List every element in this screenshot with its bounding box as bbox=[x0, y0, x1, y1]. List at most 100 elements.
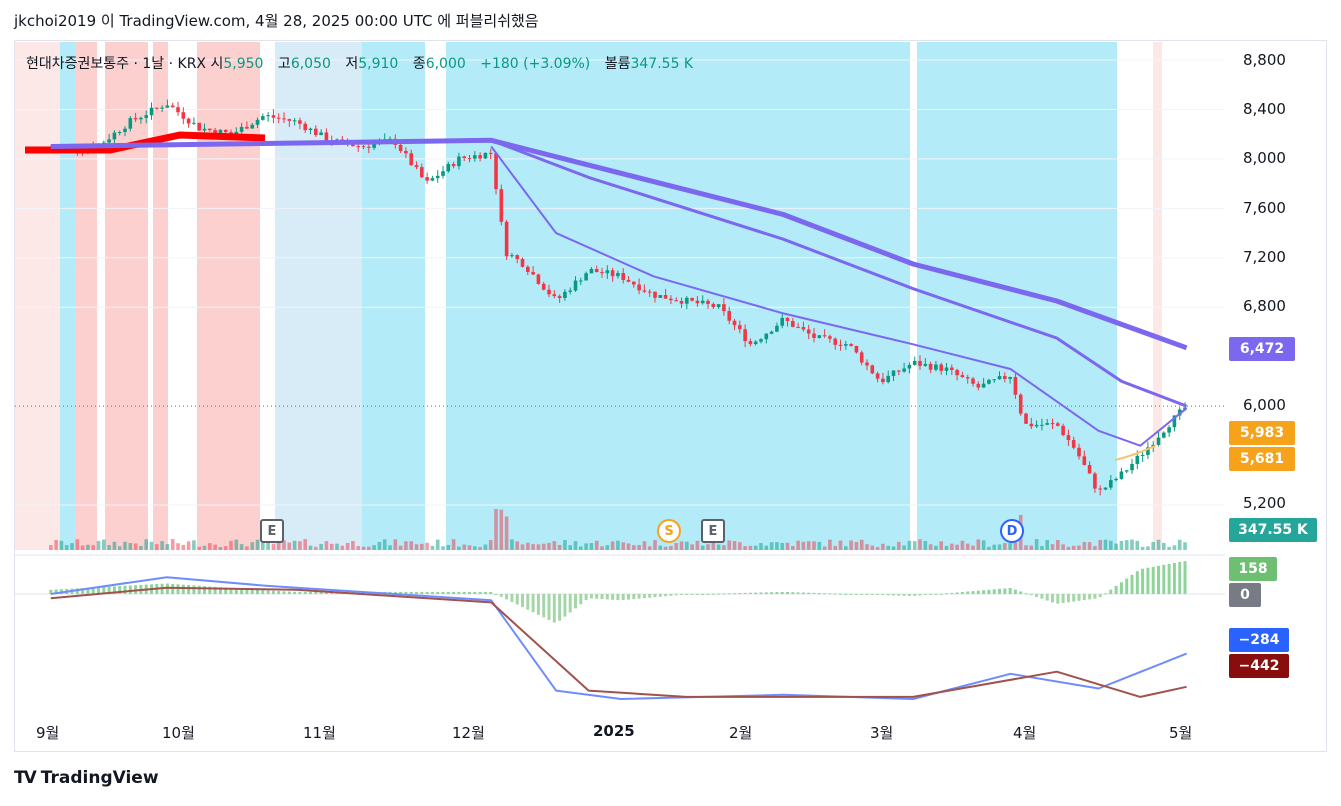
candle-body bbox=[997, 376, 1002, 380]
macd-histogram-bar bbox=[955, 592, 959, 594]
volume-bar bbox=[1140, 546, 1145, 550]
volume-bar bbox=[1045, 539, 1050, 550]
macd-histogram-bar bbox=[81, 588, 85, 594]
candle-body bbox=[139, 117, 143, 120]
volume-bar bbox=[515, 541, 520, 550]
macd-histogram-bar bbox=[642, 594, 646, 599]
macd-histogram-bar bbox=[314, 591, 318, 594]
volume-bar bbox=[722, 545, 726, 550]
candle-body bbox=[1156, 437, 1161, 445]
volume-bar bbox=[716, 544, 721, 550]
background-zone bbox=[917, 42, 1117, 550]
candle-body bbox=[875, 373, 880, 379]
candle-body bbox=[817, 335, 822, 338]
volume-bar bbox=[1135, 540, 1140, 550]
ma-short-price-tag-a: 5,983 bbox=[1229, 421, 1295, 445]
macd-histogram-bar bbox=[674, 594, 678, 596]
macd-histogram-bar bbox=[913, 594, 917, 596]
macd-histogram-bar bbox=[499, 594, 503, 597]
volume-bar bbox=[117, 546, 122, 550]
candle-body bbox=[250, 124, 255, 129]
volume-bar bbox=[541, 543, 546, 550]
dividend-event-marker[interactable]: D bbox=[1000, 519, 1024, 543]
candle-body bbox=[441, 171, 445, 176]
macd-histogram-bar bbox=[1146, 567, 1150, 594]
macd-histogram-bar bbox=[1125, 578, 1129, 594]
macd-histogram-bar bbox=[998, 588, 1002, 594]
macd-histogram-bar bbox=[897, 594, 901, 596]
volume-bar bbox=[674, 543, 679, 550]
macd-histogram-bar bbox=[1172, 562, 1176, 594]
macd-line-tag: −284 bbox=[1229, 628, 1289, 652]
candle-body bbox=[563, 291, 567, 298]
volume-bar bbox=[483, 544, 488, 550]
volume-bar bbox=[435, 539, 440, 550]
volume-bar bbox=[875, 546, 880, 550]
macd-histogram-bar bbox=[796, 592, 800, 594]
candle-body bbox=[223, 129, 228, 133]
volume-bar bbox=[86, 544, 90, 550]
chart-frame bbox=[14, 40, 1327, 752]
split-event-marker[interactable]: S bbox=[657, 519, 681, 543]
volume-bar bbox=[192, 540, 196, 550]
candle-body bbox=[170, 105, 175, 108]
macd-histogram-bar bbox=[823, 593, 827, 595]
candle-body bbox=[1077, 447, 1081, 457]
volume-bar bbox=[425, 542, 429, 550]
volume-bar bbox=[446, 545, 451, 550]
candle-body bbox=[488, 152, 493, 154]
ma-short-price-tag-b: 5,681 bbox=[1229, 447, 1295, 471]
tradingview-brand[interactable]: TV TradingView bbox=[14, 768, 159, 788]
macd-histogram-bar bbox=[669, 594, 673, 596]
macd-histogram-bar bbox=[1151, 566, 1155, 594]
macd-histogram-bar bbox=[1119, 582, 1123, 594]
candle-body bbox=[467, 158, 472, 160]
volume-bar bbox=[1087, 542, 1092, 550]
volume-price-tag: 347.55 K bbox=[1229, 518, 1317, 542]
volume-bar bbox=[80, 545, 85, 550]
background-zone bbox=[153, 42, 168, 550]
symbol-name[interactable]: 현대차증권보통주 · 1날 · KRX bbox=[26, 56, 207, 72]
macd-histogram-bar bbox=[409, 591, 413, 594]
candle-body bbox=[987, 379, 991, 384]
candle-body bbox=[584, 273, 588, 281]
candle-body bbox=[1087, 464, 1092, 474]
volume-bar bbox=[642, 541, 647, 550]
candle-body bbox=[775, 325, 779, 332]
macd-histogram-bar bbox=[240, 588, 244, 594]
volume-bar bbox=[271, 543, 276, 550]
candle-body bbox=[594, 269, 599, 273]
earnings-event-marker[interactable]: E bbox=[260, 519, 284, 543]
candle-body bbox=[738, 325, 742, 330]
volume-bar bbox=[107, 545, 111, 550]
candle-body bbox=[1013, 376, 1018, 395]
macd-histogram-bar bbox=[1003, 588, 1007, 594]
volume-bar bbox=[928, 544, 933, 550]
macd-histogram-bar bbox=[277, 591, 281, 594]
x-tick-label: 5월 bbox=[1169, 724, 1193, 742]
volume-bar bbox=[414, 544, 419, 550]
volume-bar bbox=[939, 541, 944, 550]
candle-body bbox=[796, 326, 800, 328]
macd-histogram-bar bbox=[738, 593, 742, 595]
volume-bar bbox=[801, 541, 806, 550]
candle-body bbox=[992, 379, 997, 381]
candle-body bbox=[319, 132, 323, 136]
candle-body bbox=[430, 178, 435, 181]
candle-body bbox=[791, 321, 795, 327]
close-label: 종 bbox=[412, 56, 426, 72]
volume-value: 347.55 K bbox=[630, 56, 694, 72]
candle-body bbox=[859, 352, 864, 363]
candle-body bbox=[923, 363, 928, 366]
volume-bar bbox=[160, 541, 164, 550]
volume-bar bbox=[128, 543, 133, 550]
brand-name: TradingView bbox=[40, 768, 159, 788]
volume-bar bbox=[748, 545, 753, 550]
volume-bar bbox=[785, 542, 790, 550]
candle-body bbox=[367, 146, 371, 148]
macd-histogram-bar bbox=[86, 587, 90, 594]
earnings-event-marker[interactable]: E bbox=[701, 519, 725, 543]
volume-bar bbox=[112, 541, 117, 550]
macd-histogram-bar bbox=[711, 593, 715, 595]
